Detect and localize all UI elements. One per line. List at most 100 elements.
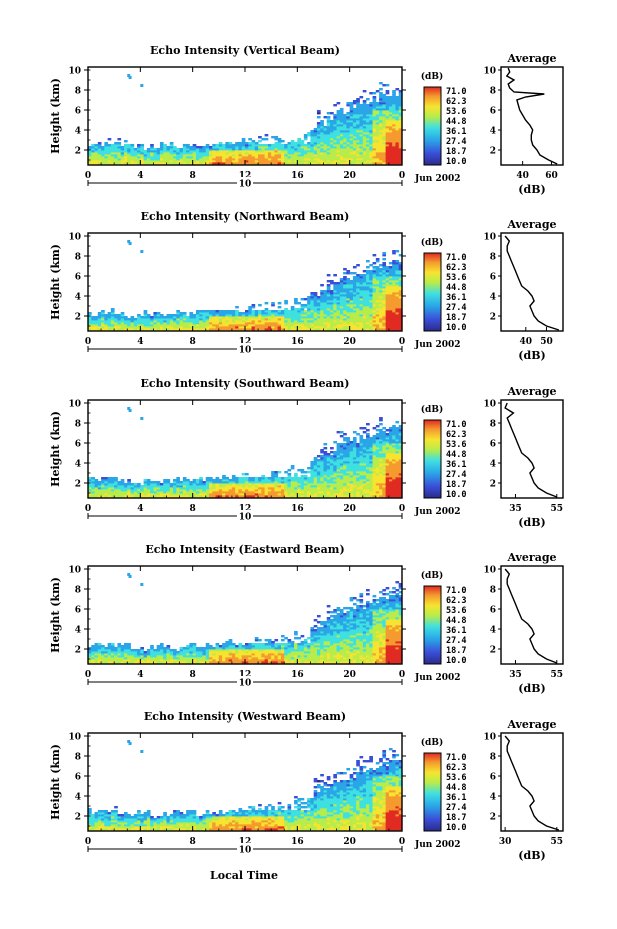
heatmap-cell [339, 110, 344, 113]
heatmap-cell [307, 134, 311, 137]
heatmap-cell [192, 485, 197, 488]
heatmap-cell [290, 489, 295, 492]
heatmap-cell [91, 148, 95, 151]
heatmap-cell [366, 294, 370, 297]
heatmap-cell [392, 443, 396, 446]
heatmap-cell [310, 477, 315, 480]
heatmap-cell [385, 112, 390, 115]
heatmap-cell [186, 148, 190, 151]
heatmap-cell [379, 304, 383, 307]
profile-title: Average [506, 218, 556, 231]
heatmap-cell [382, 262, 387, 265]
heatmap-cell [346, 104, 351, 107]
heatmap-cell [127, 479, 131, 482]
heatmap-cell [359, 278, 364, 281]
heatmap-cell [150, 657, 154, 660]
heatmap-cell [231, 150, 236, 153]
heatmap-cell [114, 479, 118, 482]
heatmap-cell [352, 154, 357, 157]
heatmap-cell [264, 477, 269, 480]
heatmap-cell [349, 140, 354, 143]
heatmap-cell [359, 447, 364, 450]
heatmap-cell [349, 104, 354, 107]
heatmap-cell [248, 491, 252, 494]
heatmap-cell [313, 493, 318, 496]
heatmap-cell [133, 491, 138, 494]
heatmap-cell [392, 142, 396, 145]
heatmap-cell [366, 118, 370, 121]
heatmap-cell [395, 491, 400, 494]
heatmap-cell [336, 296, 341, 299]
heatmap-cell [385, 435, 390, 438]
heatmap-cell [146, 156, 151, 159]
heatmap-cell [382, 280, 387, 283]
heatmap-cell [88, 156, 92, 159]
heatmap-cell [339, 461, 344, 464]
heatmap-cell [248, 156, 252, 159]
heatmap-cell [284, 326, 288, 329]
heatmap-cell [385, 124, 390, 127]
heatmap-cell [320, 148, 324, 151]
heatmap-cell [218, 148, 223, 151]
heatmap-cell [375, 491, 380, 494]
heatmap-cell [352, 467, 357, 470]
heatmap-cell [254, 324, 259, 327]
heatmap-cell [372, 326, 377, 329]
heatmap-cell [316, 142, 321, 145]
heatmap-cell [313, 302, 318, 305]
heatmap-cell [326, 130, 331, 133]
heatmap-cell [153, 487, 158, 490]
heatmap-cell [392, 441, 396, 444]
heatmap-cell [366, 455, 370, 458]
heatmap-cell [388, 150, 393, 153]
heatmap-cell [176, 158, 180, 161]
heatmap-cell [333, 288, 337, 291]
heatmap-cell [104, 485, 109, 488]
heatmap-cell [307, 491, 311, 494]
heatmap-cell [326, 122, 331, 125]
heatmap-cell [398, 485, 403, 488]
heatmap-cell [375, 142, 380, 145]
heatmap-cell [274, 491, 279, 494]
heatmap-cell [127, 481, 131, 484]
heatmap-cell [140, 495, 145, 498]
heatmap-cell [205, 156, 210, 159]
heatmap-cell [398, 98, 403, 101]
heatmap-cell [379, 489, 383, 492]
heatmap-cell [120, 495, 125, 498]
heatmap-cell [88, 649, 92, 652]
heatmap-cell [159, 657, 164, 660]
heatmap-cell [326, 469, 331, 472]
heatmap-cell [235, 485, 239, 488]
heatmap-cell [120, 316, 125, 319]
heatmap-cell [369, 106, 373, 109]
heatmap-cell [320, 314, 324, 317]
heatmap-cell [316, 306, 321, 309]
heatmap-cell [320, 491, 324, 494]
heatmap-cell [238, 312, 243, 315]
heatmap-cell [330, 324, 334, 327]
heatmap-cell [153, 657, 158, 660]
heatmap-cell [379, 461, 383, 464]
heatmap-cell [339, 318, 344, 321]
heatmap-cell [398, 276, 403, 279]
heatmap-cell [356, 302, 360, 305]
heatmap-cell [339, 114, 344, 117]
heatmap-cell [372, 489, 377, 492]
heatmap-cell [294, 491, 298, 494]
heatmap-cell [300, 154, 305, 157]
heatmap-cell [287, 146, 292, 149]
heatmap-cell [156, 485, 161, 488]
heatmap-cell [326, 146, 331, 149]
heatmap-cell [202, 160, 207, 163]
heatmap-cell [280, 320, 285, 323]
heatmap-cell [356, 483, 360, 486]
heatmap-cell [388, 439, 393, 442]
heatmap-cell [127, 154, 131, 157]
heatmap-cell [395, 292, 400, 295]
heatmap-cell [133, 487, 138, 490]
heatmap-cell [195, 481, 200, 484]
x-tick-label: 8 [190, 504, 196, 514]
heatmap-cell [264, 316, 269, 319]
heatmap-cell [333, 463, 337, 466]
